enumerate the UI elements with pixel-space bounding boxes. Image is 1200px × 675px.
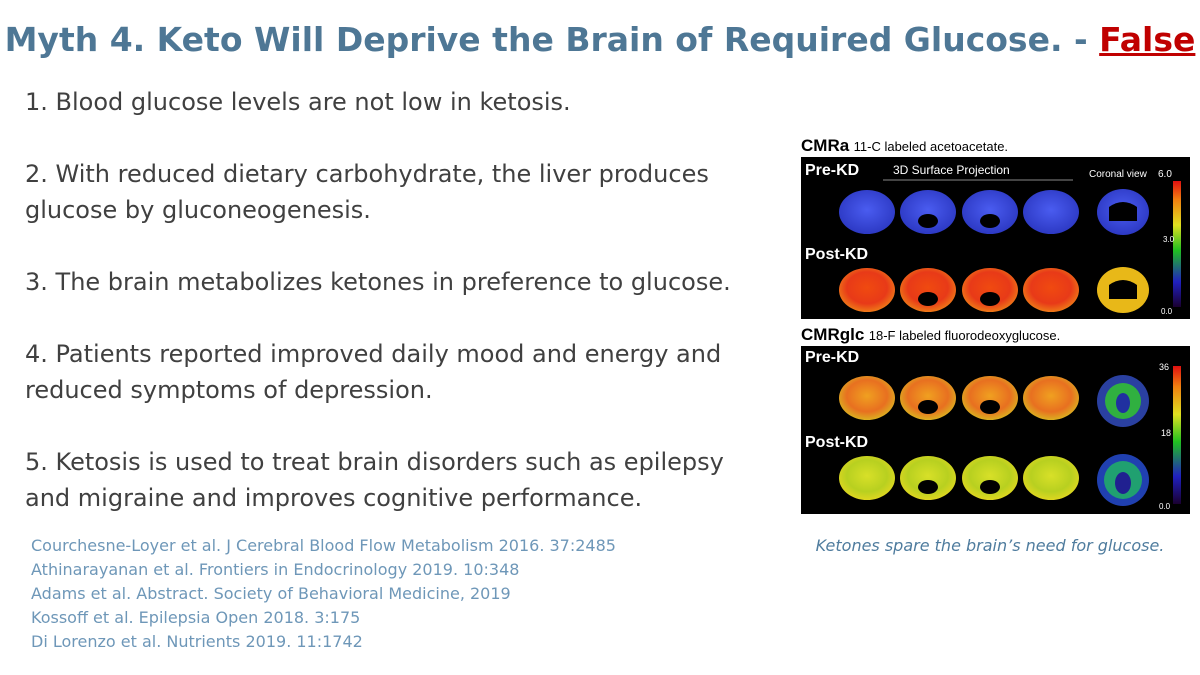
reference-5: Di Lorenzo et al. Nutrients 2019. 11:174… [31, 632, 363, 651]
glc-post-kd-brain-3 [962, 456, 1018, 500]
glc-pre-kd-brain-3 [962, 376, 1018, 420]
cmrglc-title: CMRglc [801, 325, 865, 344]
key-points: 1. Blood glucose levels are not low in k… [25, 84, 765, 552]
cmrglc-label: CMRglc 18-F labeled fluorodeoxyglucose. [801, 325, 1060, 345]
slide-title: Myth 4. Keto Will Deprive the Brain of R… [0, 20, 1200, 59]
cmrglc-brain-scan-panel: Pre-KD 36 18 0.0 Post-KD [801, 346, 1190, 514]
pre-kd-brain-2 [900, 190, 956, 234]
pre-kd-brain-3 [962, 190, 1018, 234]
cmra-scale-max: 6.0 [1158, 169, 1172, 180]
post-kd-brain-4 [1023, 268, 1079, 312]
point-5: 5. Ketosis is used to treat brain disord… [25, 448, 724, 512]
cmrglc-scale-min: 0.0 [1159, 502, 1171, 511]
title-false-emphasis: False [1099, 20, 1196, 59]
point-1: 1. Blood glucose levels are not low in k… [25, 88, 571, 116]
glc-post-kd-brain-4 [1023, 456, 1079, 500]
title-text: Myth 4. Keto Will Deprive the Brain of R… [4, 20, 1100, 59]
cmra-post-kd-label: Post-KD [805, 246, 868, 263]
coronal-view-label: Coronal view [1089, 169, 1148, 180]
references: Courchesne-Loyer et al. J Cerebral Blood… [31, 534, 616, 654]
cmra-title: CMRa [801, 136, 850, 155]
reference-2: Athinarayanan et al. Frontiers in Endocr… [31, 560, 520, 579]
cmra-label: CMRa 11-C labeled acetoacetate. [801, 136, 1008, 156]
point-3: 3. The brain metabolizes ketones in pref… [25, 268, 731, 296]
glc-pre-kd-brain-1 [839, 376, 895, 420]
glc-post-kd-brain-2 [900, 456, 956, 500]
cmrglc-scale-mid: 18 [1161, 428, 1171, 438]
cmra-scale-mid: 3.0 [1163, 235, 1175, 244]
surface-projection-header: 3D Surface Projection [893, 163, 1010, 177]
cmra-scale-min: 0.0 [1161, 307, 1173, 316]
cmra-subtitle: 11-C labeled acetoacetate. [853, 139, 1009, 154]
glc-pre-kd-brain-2 [900, 376, 956, 420]
post-kd-brain-2 [900, 268, 956, 312]
figure-caption: Ketones spare the brain’s need for gluco… [815, 536, 1165, 555]
cmra-colorbar [1173, 181, 1181, 307]
reference-1: Courchesne-Loyer et al. J Cerebral Blood… [31, 536, 616, 555]
reference-4: Kossoff et al. Epilepsia Open 2018. 3:17… [31, 608, 361, 627]
glc-post-kd-brain-1 [839, 456, 895, 500]
glc-pre-kd-brain-4 [1023, 376, 1079, 420]
reference-3: Adams et al. Abstract. Society of Behavi… [31, 584, 511, 603]
point-4: 4. Patients reported improved daily mood… [25, 340, 722, 404]
pre-kd-brain-1 [839, 190, 895, 234]
point-2: 2. With reduced dietary carbohydrate, th… [25, 160, 709, 224]
cmrglc-subtitle: 18-F labeled fluorodeoxyglucose. [868, 328, 1061, 343]
cmrglc-scale-max: 36 [1159, 362, 1169, 372]
cmra-brain-scan-panel: Pre-KD 3D Surface Projection Coronal vie… [801, 157, 1190, 319]
cmra-pre-kd-label: Pre-KD [805, 162, 859, 179]
post-kd-brain-1 [839, 268, 895, 312]
cmrglc-colorbar [1173, 366, 1181, 504]
cmrglc-pre-kd-label: Pre-KD [805, 349, 859, 366]
post-kd-brain-3 [962, 268, 1018, 312]
cmrglc-post-kd-label: Post-KD [805, 434, 868, 451]
pre-kd-brain-4 [1023, 190, 1079, 234]
